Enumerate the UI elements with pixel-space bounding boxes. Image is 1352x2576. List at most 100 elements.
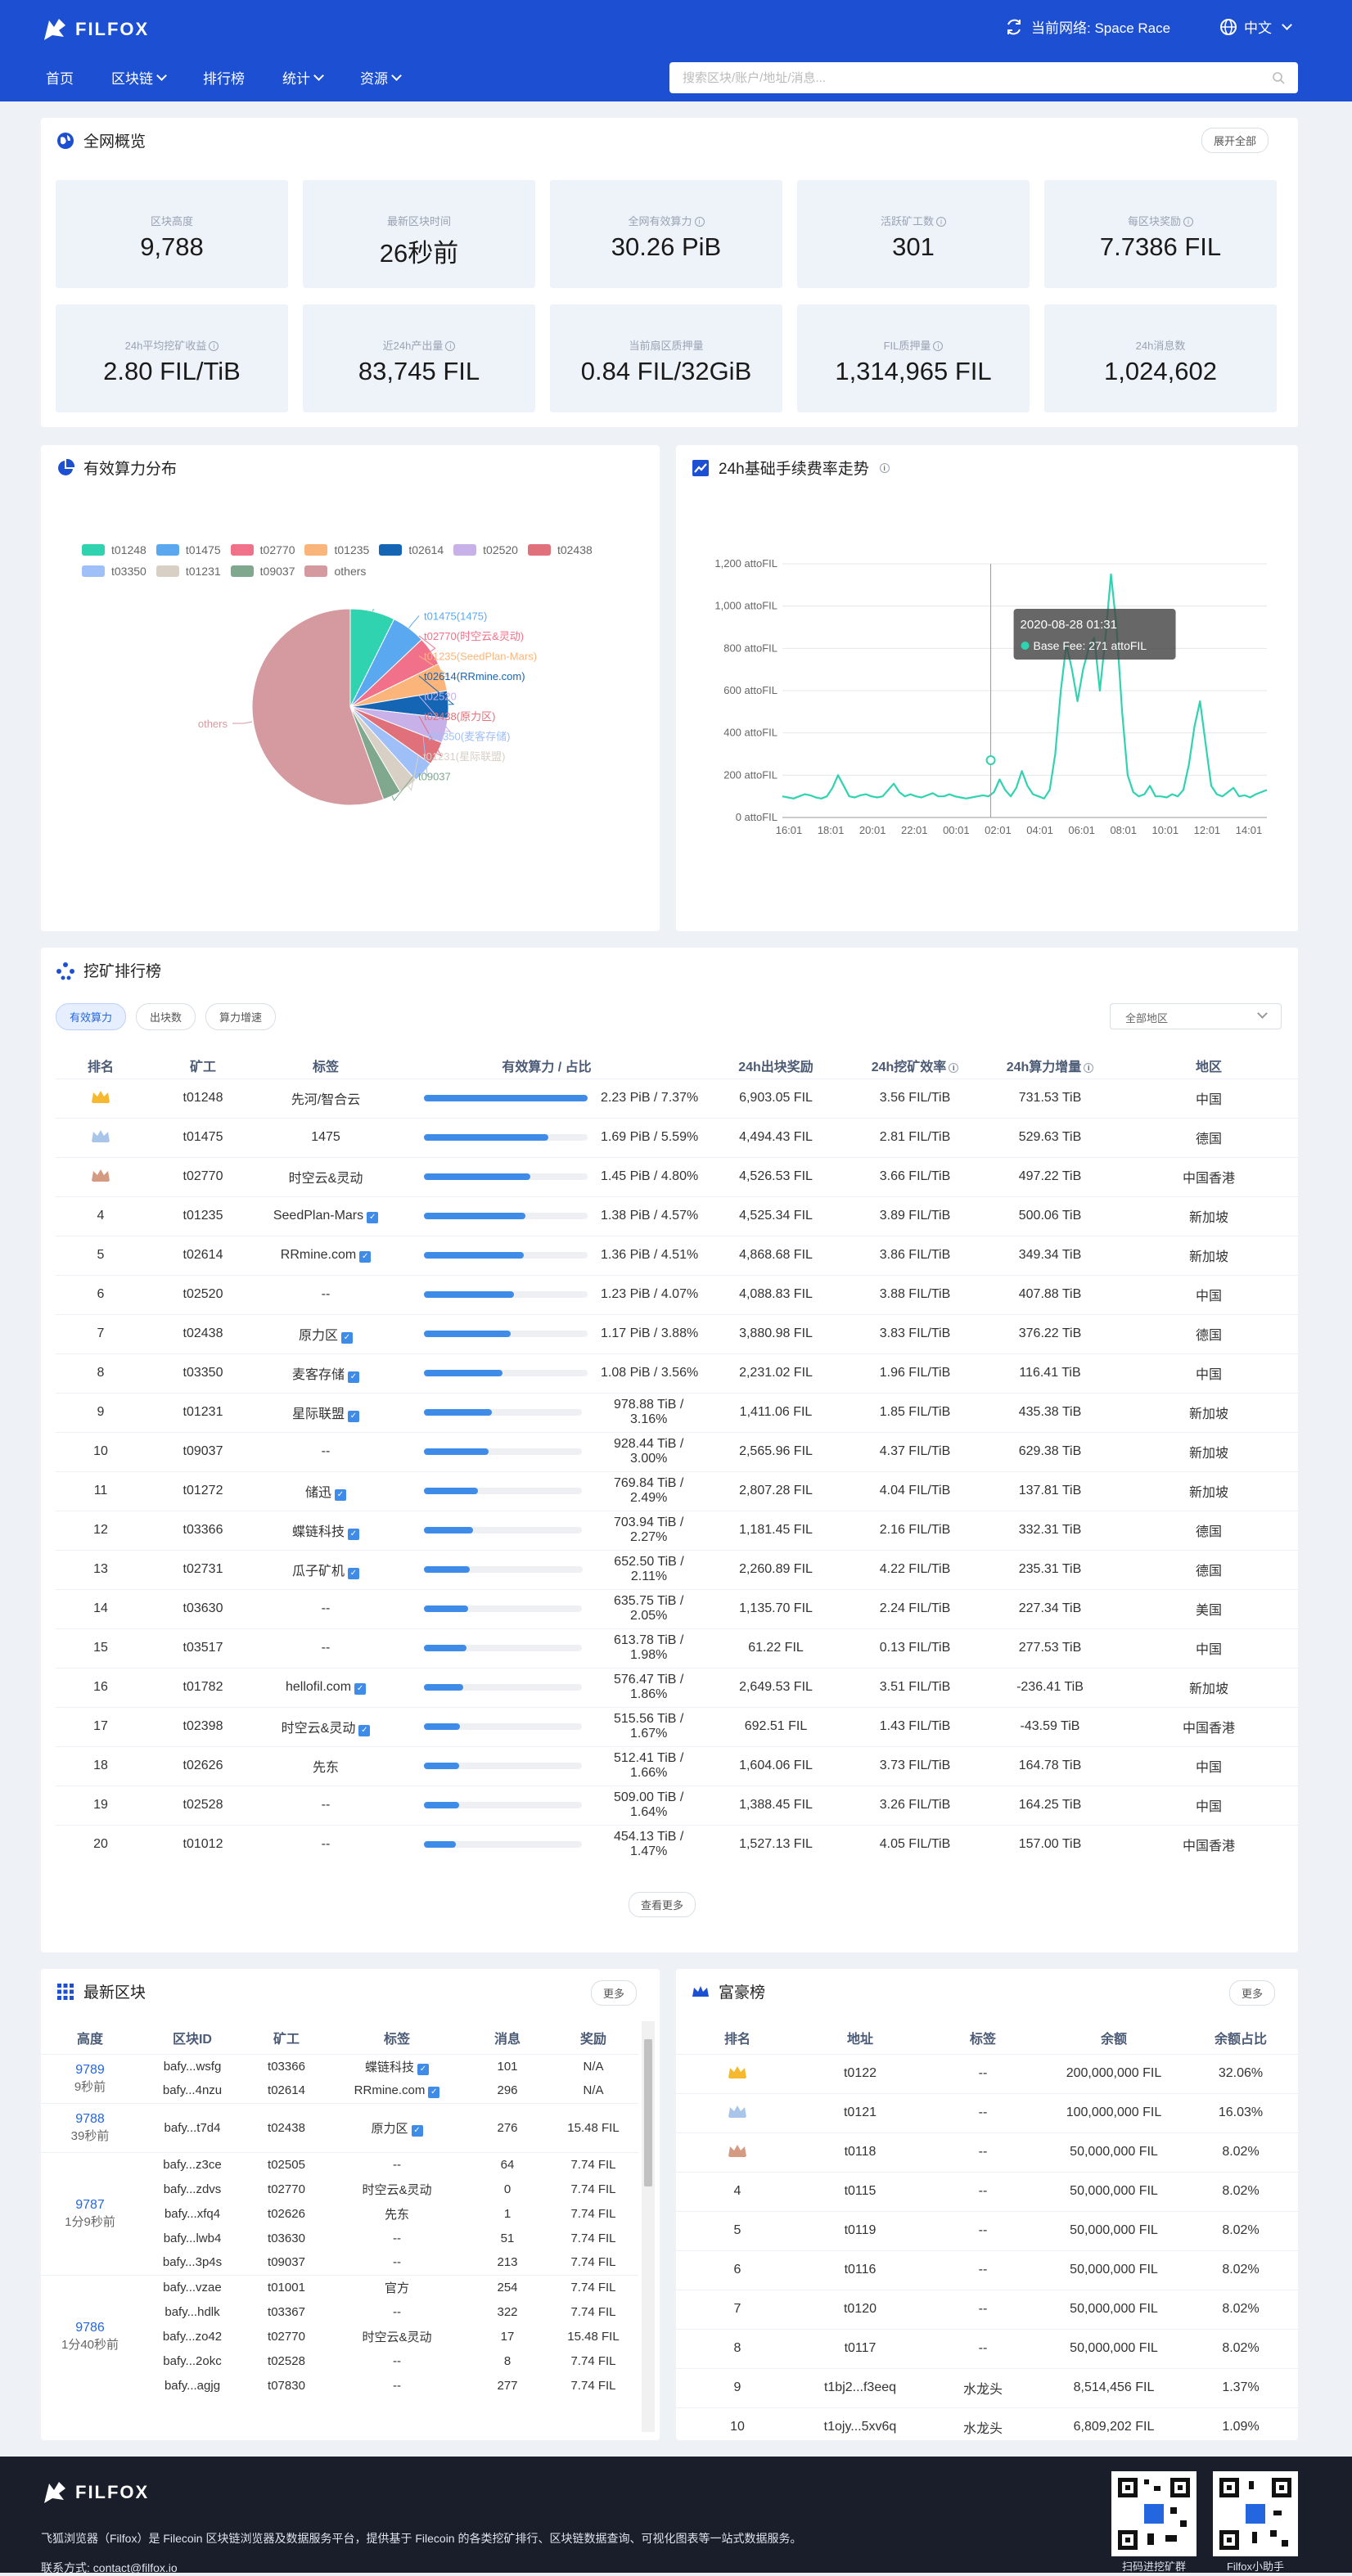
height-cell[interactable]: 9788 39秒前 (41, 2102, 139, 2152)
miner-cell[interactable]: t01248 (146, 1078, 260, 1118)
blocks-scroll-area[interactable]: 高度 区块ID 矿工 标签 消息 奖励 9789 9秒前 bafy...wsfg t03366 蝶… (41, 2021, 660, 2432)
table-row[interactable]: t01248 先河/智合云 2.23 PiB / 7.37% 6,903.05 FIL… (56, 1078, 1298, 1118)
tab-power[interactable]: 有效算力 (56, 1003, 127, 1030)
rich-addr-cell[interactable]: t0116 (799, 2249, 922, 2290)
table-row[interactable]: t02770 时空云&灵动 1.45 PiB / 4.80% 4,526.53 FIL… (56, 1156, 1298, 1196)
table-row[interactable]: 17 t02398 时空云&灵动 ✓ 515.56 TiB / 1.67% 692.51 … (56, 1706, 1298, 1746)
miner-cell[interactable]: t02731 (146, 1549, 260, 1589)
block-id-cell[interactable]: bafy...4nzu (139, 2078, 246, 2103)
table-row[interactable]: 11 t01272 储迅 ✓ 769.84 TiB / 2.49% 2,807.28 FI… (56, 1470, 1298, 1511)
info-icon[interactable]: i (694, 217, 705, 227)
search-icon[interactable] (1272, 71, 1285, 84)
info-icon[interactable]: i (209, 341, 219, 351)
view-more-button[interactable]: 查看更多 (629, 1892, 696, 1917)
rich-row[interactable]: 10 t1ojy...5xv6q 水龙头 6,809,202 FIL 1.09% (676, 2407, 1298, 2447)
rich-row[interactable]: t0122 -- 200,000,000 FIL 32.06% (676, 2053, 1298, 2093)
legend-item[interactable]: t02614 (379, 543, 444, 556)
table-row[interactable]: 4 t01235 SeedPlan-Mars ✓ 1.38 PiB / 4.57% 4,5… (56, 1196, 1298, 1236)
miner-cell[interactable]: t01272 (146, 1470, 260, 1511)
nav-ranking[interactable]: 排行榜 (203, 67, 245, 88)
rich-row[interactable]: 4 t0115 -- 50,000,000 FIL 8.02% (676, 2171, 1298, 2211)
miner-cell[interactable]: t02398 (146, 1706, 260, 1746)
miner-cell[interactable]: t02770 (146, 1156, 260, 1196)
tab-blocks[interactable]: 出块数 (136, 1003, 196, 1030)
rich-row[interactable]: 9 t1bj2...f3eeq 水龙头 8,514,456 FIL 1.37% (676, 2367, 1298, 2407)
rich-row[interactable]: 8 t0117 -- 50,000,000 FIL 8.02% (676, 2328, 1298, 2368)
table-row[interactable]: 12 t03366 蝶链科技 ✓ 703.94 TiB / 2.27% 1,181.45 … (56, 1510, 1298, 1550)
rich-row[interactable]: 5 t0119 -- 50,000,000 FIL 8.02% (676, 2210, 1298, 2250)
table-row[interactable]: t01475 1475 1.69 PiB / 5.59% 4,494.43 FIL 2.… (56, 1117, 1298, 1157)
legend-item[interactable]: t01231 (155, 565, 221, 578)
block-id-cell[interactable]: bafy...vzae (139, 2274, 246, 2299)
block-id-cell[interactable]: bafy...t7d4 (139, 2102, 246, 2152)
rich-addr-cell[interactable]: t1bj2...f3eeq (799, 2367, 922, 2407)
legend-item[interactable]: t02520 (453, 543, 518, 556)
nav-resources[interactable]: 资源 (360, 67, 402, 88)
rich-addr-cell[interactable]: t0119 (799, 2210, 922, 2250)
block-row[interactable]: 9787 1分9秒前 bafy...z3ce t02505 -- 64 7.74 FIL (41, 2151, 638, 2275)
block-row[interactable]: bafy...zo42 t02770 时空云&灵动 17 15.48 FIL (41, 2324, 638, 2349)
info-icon[interactable]: i (879, 462, 890, 473)
block-miner-cell[interactable]: t07830 (246, 2373, 327, 2398)
rich-row[interactable]: t0118 -- 50,000,000 FIL 8.02% (676, 2132, 1298, 2172)
nav-home[interactable]: 首页 (46, 67, 74, 88)
expand-all-button[interactable]: 展开全部 (1201, 128, 1269, 153)
miner-cell[interactable]: t02528 (146, 1785, 260, 1825)
block-miner-cell[interactable]: t02770 (246, 2324, 327, 2349)
legend-item[interactable]: t09037 (230, 565, 295, 578)
rich-addr-cell[interactable]: t0118 (799, 2132, 922, 2172)
rich-addr-cell[interactable]: t1ojy...5xv6q (799, 2407, 922, 2447)
rich-row[interactable]: t0121 -- 100,000,000 FIL 16.03% (676, 2092, 1298, 2132)
nav-stats[interactable]: 统计 (282, 67, 324, 88)
block-id-cell[interactable]: bafy...zdvs (139, 2177, 246, 2201)
legend-item[interactable]: t03350 (82, 565, 146, 578)
info-icon[interactable]: i (1183, 217, 1193, 227)
block-miner-cell[interactable]: t02626 (246, 2201, 327, 2226)
block-height-link[interactable]: 9787 (75, 2197, 105, 2212)
table-row[interactable]: 13 t02731 瓜子矿机 ✓ 652.50 TiB / 2.11% 2,260.89 … (56, 1549, 1298, 1589)
table-row[interactable]: 7 t02438 原力区 ✓ 1.17 PiB / 3.88% 3,880.98 FIL 3… (56, 1313, 1298, 1353)
block-row[interactable]: bafy...2okc t02528 -- 8 7.74 FIL (41, 2349, 638, 2373)
block-row[interactable]: bafy...hdlk t03367 -- 322 7.74 FIL (41, 2299, 638, 2324)
block-row[interactable]: 9786 1分40秒前 bafy...vzae t01001 官方 254 7.74 FIL (41, 2274, 638, 2398)
block-height-link[interactable]: 9788 (75, 2111, 105, 2126)
table-row[interactable]: 6 t02520 -- 1.23 PiB / 4.07% 4,088.83 FIL 3.8… (56, 1274, 1298, 1314)
miner-cell[interactable]: t01012 (146, 1824, 260, 1864)
block-id-cell[interactable]: bafy...wsfg (139, 2053, 246, 2078)
block-row[interactable]: bafy...xfq4 t02626 先东 1 7.74 FIL (41, 2201, 638, 2226)
block-row[interactable]: 9788 39秒前 bafy...t7d4 t02438 原力区 ✓ 276 15.48 FI… (41, 2102, 638, 2152)
table-row[interactable]: 8 t03350 麦客存储 ✓ 1.08 PiB / 3.56% 2,231.02 FIL… (56, 1353, 1298, 1393)
latest-blocks-more-button[interactable]: 更多 (591, 1980, 638, 2006)
block-miner-cell[interactable]: t02438 (246, 2102, 327, 2152)
block-row[interactable]: 9789 9秒前 bafy...wsfg t03366 蝶链科技 ✓ 101 N/A (41, 2053, 638, 2103)
block-row[interactable]: bafy...4nzu t02614 RRmine.com ✓ 296 N/A (41, 2078, 638, 2103)
block-row[interactable]: bafy...3p4s t09037 -- 213 7.74 FIL (41, 2250, 638, 2275)
block-miner-cell[interactable]: t09037 (246, 2250, 327, 2275)
info-icon[interactable]: i (936, 217, 946, 227)
info-icon[interactable]: i (949, 1062, 959, 1073)
miner-cell[interactable]: t03630 (146, 1588, 260, 1628)
rich-addr-cell[interactable]: t0122 (799, 2053, 922, 2093)
table-row[interactable]: 19 t02528 -- 509.00 TiB / 1.64% 1,388.45 FIL… (56, 1785, 1298, 1825)
block-id-cell[interactable]: bafy...xfq4 (139, 2201, 246, 2226)
legend-item[interactable]: t01475 (155, 543, 221, 556)
scrollbar[interactable] (642, 2021, 655, 2432)
block-id-cell[interactable]: bafy...2okc (139, 2349, 246, 2373)
block-height-link[interactable]: 9789 (75, 2062, 105, 2077)
scrollbar-thumb[interactable] (644, 2039, 652, 2186)
height-cell[interactable]: 9787 1分9秒前 (41, 2151, 139, 2275)
rich-row[interactable]: 6 t0116 -- 50,000,000 FIL 8.02% (676, 2249, 1298, 2290)
rich-addr-cell[interactable]: t0121 (799, 2092, 922, 2132)
block-id-cell[interactable]: bafy...z3ce (139, 2151, 246, 2177)
block-miner-cell[interactable]: t01001 (246, 2274, 327, 2299)
block-id-cell[interactable]: bafy...agjg (139, 2373, 246, 2398)
info-icon[interactable]: i (445, 341, 456, 351)
rich-addr-cell[interactable]: t0120 (799, 2289, 922, 2329)
miner-cell[interactable]: t02520 (146, 1274, 260, 1314)
rich-row[interactable]: 7 t0120 -- 50,000,000 FIL 8.02% (676, 2289, 1298, 2329)
miner-cell[interactable]: t01782 (146, 1667, 260, 1707)
miner-cell[interactable]: t03350 (146, 1353, 260, 1393)
block-miner-cell[interactable]: t02505 (246, 2151, 327, 2177)
rich-list-more-button[interactable]: 更多 (1229, 1980, 1276, 2006)
filfox-logo[interactable]: FILFOX (41, 11, 149, 47)
